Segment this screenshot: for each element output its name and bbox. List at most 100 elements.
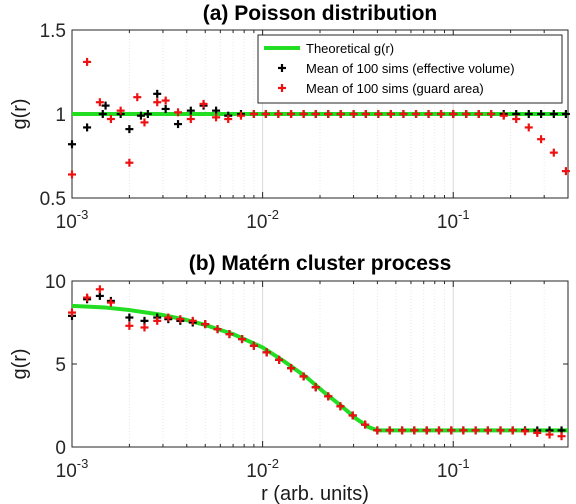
x-tick-base: 10: [56, 461, 77, 482]
point-effective-volume: [174, 120, 183, 129]
legend-label: Mean of 100 sims (guard area): [306, 81, 484, 96]
point-guard-area: [496, 426, 505, 435]
point-guard-area: [349, 110, 358, 118]
x-tick-exponent: -3: [77, 456, 89, 471]
point-guard-area: [161, 96, 170, 105]
x-tick-exponent: -1: [458, 456, 470, 471]
point-guard-area: [153, 316, 162, 325]
x-tick-exponent: -2: [267, 456, 279, 471]
point-guard-area: [449, 110, 458, 118]
point-guard-area: [521, 427, 530, 436]
x-tick-exponent: -3: [77, 207, 89, 222]
point-effective-volume: [153, 89, 162, 98]
legend-box: [257, 34, 563, 104]
point-guard-area: [324, 392, 333, 401]
point-effective-volume: [125, 125, 134, 134]
point-guard-area: [374, 110, 383, 118]
point-guard-area: [68, 308, 76, 317]
point-guard-area: [545, 430, 554, 439]
x-tick-label: 10-3: [56, 456, 89, 482]
point-guard-area: [437, 110, 446, 118]
point-guard-area: [95, 285, 104, 294]
x-tick-label: 10-3: [56, 207, 89, 233]
y-tick-label: 1.5: [40, 21, 66, 42]
legend-label: Theoretical g(r): [306, 41, 394, 56]
point-guard-area: [164, 313, 173, 322]
point-effective-volume: [68, 140, 76, 149]
point-guard-area: [274, 110, 283, 118]
point-guard-area: [201, 320, 210, 329]
x-tick-label: 10-2: [246, 207, 279, 233]
x-tick-exponent: -1: [458, 207, 470, 222]
x-tick-label: 10-2: [246, 456, 279, 482]
point-guard-area: [462, 110, 471, 118]
x-tick-exponent: -2: [267, 207, 279, 222]
point-guard-area: [434, 426, 443, 435]
point-effective-volume: [537, 110, 546, 118]
point-guard-area: [140, 323, 149, 332]
point-guard-area: [68, 170, 76, 179]
x-axis-label: r (arb. units): [261, 483, 369, 504]
point-effective-volume: [161, 104, 170, 113]
point-guard-area: [512, 115, 521, 124]
legend-label: Mean of 100 sims (effective volume): [306, 61, 515, 76]
point-guard-area: [537, 135, 546, 144]
point-guard-area: [225, 330, 234, 339]
point-guard-area: [524, 123, 533, 132]
point-guard-area: [561, 167, 570, 176]
x-tick-base: 10: [246, 461, 267, 482]
point-guard-area: [373, 426, 382, 435]
point-effective-volume: [143, 110, 152, 118]
point-effective-volume: [549, 110, 558, 118]
data-layer: [68, 285, 568, 441]
point-guard-area: [557, 432, 566, 441]
point-effective-volume: [98, 110, 107, 118]
point-guard-area: [249, 110, 258, 118]
point-effective-volume: [125, 313, 134, 322]
point-guard-area: [499, 111, 508, 120]
point-guard-area: [125, 158, 134, 167]
legend-swatch-marker: [278, 84, 286, 92]
y-axis-label: g(r): [9, 348, 31, 379]
point-guard-area: [140, 118, 149, 127]
point-guard-area: [311, 383, 320, 392]
point-guard-area: [299, 372, 308, 381]
legend-swatch-marker: [278, 64, 286, 72]
point-effective-volume: [524, 110, 533, 118]
point-guard-area: [188, 316, 197, 325]
point-guard-area: [249, 341, 258, 350]
point-guard-area: [474, 110, 483, 118]
point-guard-area: [459, 426, 468, 435]
point-effective-volume: [136, 111, 145, 120]
x-tick-base: 10: [437, 212, 458, 233]
point-guard-area: [336, 110, 345, 118]
point-guard-area: [224, 115, 233, 124]
point-guard-area: [287, 110, 296, 118]
point-effective-volume: [212, 106, 221, 115]
point-guard-area: [424, 110, 433, 118]
point-guard-area: [299, 110, 308, 118]
y-axis-label: g(r): [9, 98, 31, 129]
point-guard-area: [213, 325, 222, 334]
point-guard-area: [348, 411, 357, 420]
chart-title: (b) Matérn cluster process: [189, 252, 452, 275]
x-tick-base: 10: [56, 212, 77, 233]
point-guard-area: [324, 110, 333, 118]
point-guard-area: [133, 93, 142, 102]
point-guard-area: [508, 426, 517, 435]
point-guard-area: [410, 426, 419, 435]
point-guard-area: [386, 110, 395, 118]
point-guard-area: [106, 115, 115, 124]
x-tick-base: 10: [246, 212, 267, 233]
point-guard-area: [336, 402, 345, 411]
point-guard-area: [311, 110, 320, 118]
y-tick-label: 1: [55, 105, 66, 126]
point-guard-area: [116, 106, 125, 115]
point-guard-area: [549, 148, 558, 157]
point-guard-area: [106, 298, 115, 307]
point-effective-volume: [101, 101, 110, 110]
chart-title: (a) Poisson distribution: [203, 2, 438, 25]
point-guard-area: [199, 99, 208, 108]
